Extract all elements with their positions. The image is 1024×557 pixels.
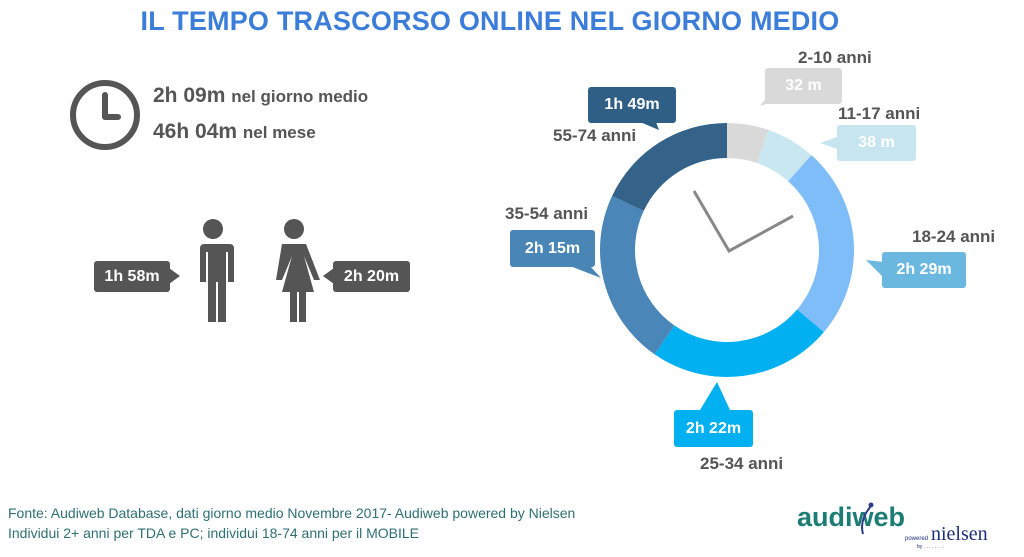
bubble-pointer [700, 382, 730, 410]
age-label-18-24: 18-24 anni [912, 227, 996, 246]
audiweb-nielsen-logo: audiweb powered nielsen by . . . . . . .… [797, 502, 988, 550]
value-label: 2h 22m [685, 419, 742, 437]
bubble-pointer [323, 268, 334, 284]
source-line-1: Fonte: Audiweb Database, dati giorno med… [8, 505, 576, 521]
value-bubble-18-24: 2h 29m [882, 252, 966, 288]
donut-segment-35-54-anni [599, 196, 675, 355]
age-label-35-54: 35-54 anni [505, 204, 589, 223]
donut-segment-18-24-anni [788, 155, 854, 333]
source-line-2: Individui 2+ anni per TDA e PC; individu… [8, 525, 420, 541]
value-bubble-35-54: 2h 15m [510, 230, 595, 267]
value-bubble-55-74: 1h 49m [588, 87, 676, 123]
page-title: IL TEMPO TRASCORSO ONLINE NEL GIORNO MED… [140, 6, 840, 36]
male-time-bubble: 1h 58m [94, 261, 170, 292]
donut-segment-11-17-anni [757, 129, 812, 182]
bubble-pointer [640, 122, 659, 130]
value-bubble-11-17: 38 m [837, 125, 916, 161]
value-label: 2h 29m [896, 261, 952, 278]
value-label: 1h 49m [604, 96, 660, 113]
age-label-25-34: 25-34 anni [700, 454, 784, 473]
bubble-pointer [570, 266, 601, 278]
monthly-stat: 46h 04m nel mese [153, 120, 316, 144]
female-time: 2h 20m [343, 267, 400, 285]
clock-hands-icon [692, 190, 794, 254]
svg-text:nielsen: nielsen [931, 523, 988, 545]
value-label: 2h 15m [524, 239, 581, 257]
svg-text:audiweb: audiweb [797, 502, 905, 532]
value-bubble-25-34: 2h 22m [674, 410, 753, 447]
donut-segment-25-34-anni [654, 309, 824, 377]
value-label: 38 m [858, 134, 895, 151]
age-label-11-17: 11-17 anni [838, 104, 921, 123]
monthly-value: 46h 04m [153, 120, 238, 143]
bubble-pointer [820, 136, 840, 150]
source-note: Fonte: Audiweb Database, dati giorno med… [8, 503, 575, 543]
female-time-bubble: 2h 20m [333, 261, 410, 292]
bubble-pointer [866, 260, 884, 278]
age-label-2-10: 2-10 anni [798, 48, 872, 67]
clock-icon [70, 80, 140, 150]
monthly-label: nel mese [242, 123, 316, 142]
age-label-55-74: 55-74 anni [553, 126, 637, 145]
donut-segment-55-74-anni [612, 123, 727, 211]
male-figure-icon [196, 219, 234, 322]
value-label: 32 m [785, 77, 822, 94]
daily-value: 2h 09m [153, 84, 226, 107]
daily-stat: 2h 09m nel giorno medio [153, 84, 368, 108]
bubble-pointer [169, 268, 180, 284]
svg-text:by . . . . . . . .: by . . . . . . . . [917, 544, 945, 550]
donut-segment-2-10-anni [727, 123, 769, 164]
daily-label: nel giorno medio [231, 87, 369, 106]
svg-text:powered: powered [905, 536, 928, 542]
male-time: 1h 58m [104, 267, 160, 285]
female-figure-icon [276, 219, 320, 322]
value-bubble-2-10: 32 m [765, 68, 842, 104]
